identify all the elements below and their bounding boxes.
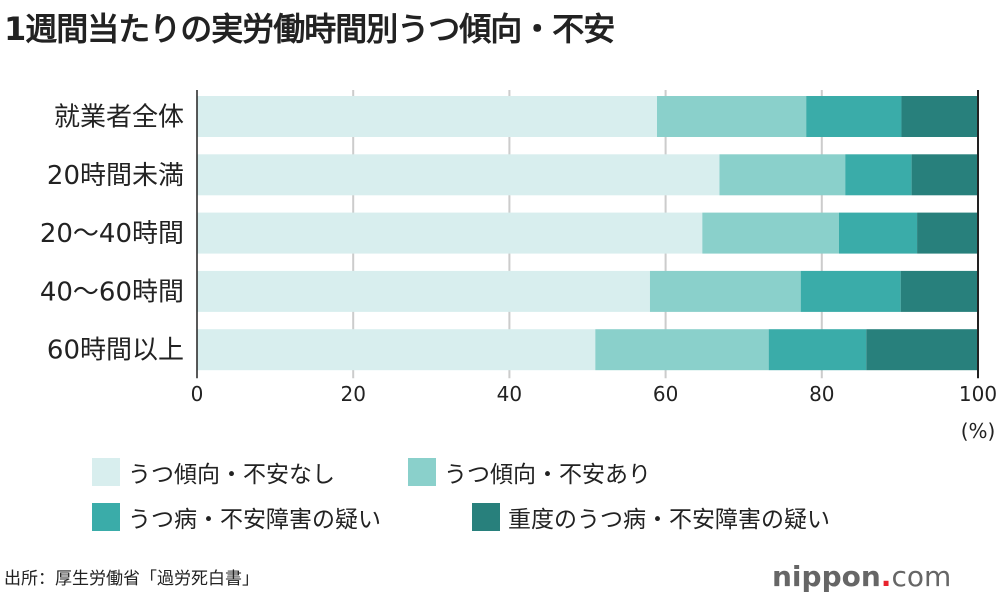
bar-segment bbox=[197, 96, 658, 137]
legend-item: 重度のうつ病・不安障害の疑い bbox=[472, 500, 830, 534]
bar-segment bbox=[649, 270, 801, 312]
category-label: 60時間以上 bbox=[47, 336, 184, 366]
legend-item: うつ病・不安障害の疑い bbox=[92, 500, 381, 534]
bar-segment bbox=[657, 96, 807, 137]
legend-item: うつ傾向・不安なし bbox=[92, 455, 335, 489]
bar-segment bbox=[917, 212, 978, 254]
bar-segment bbox=[595, 329, 769, 371]
bar-segment bbox=[901, 96, 978, 137]
bar-segment bbox=[197, 270, 650, 312]
bar-segment bbox=[911, 154, 978, 196]
category-label: 40〜60時間 bbox=[40, 277, 184, 307]
x-unit-label: (%) bbox=[961, 419, 996, 443]
legend-swatch bbox=[408, 458, 436, 486]
bar-segment bbox=[838, 212, 918, 254]
legend-swatch bbox=[472, 503, 500, 531]
legend-label: 重度のうつ病・不安障害の疑い bbox=[508, 507, 830, 533]
logo-tld: com bbox=[891, 560, 952, 593]
x-tick-label: 20 bbox=[340, 382, 365, 406]
legend-swatch bbox=[92, 458, 120, 486]
nippon-logo: nippon.com bbox=[772, 560, 951, 593]
logo-dot: . bbox=[880, 560, 892, 593]
x-tick-label: 100 bbox=[959, 382, 997, 406]
bar-segment bbox=[719, 154, 846, 196]
x-tick-label: 80 bbox=[809, 382, 834, 406]
category-label: 就業者全体 bbox=[54, 103, 184, 133]
bar-segment bbox=[702, 212, 839, 254]
bar-segment bbox=[900, 270, 978, 312]
chart-title: 1週間当たりの実労働時間別うつ傾向・不安 bbox=[4, 10, 615, 48]
bar-chart: 0 20 40 60 80 100 (%) 就業者全体 20時間未満 20〜40時間 40〜60時間… bbox=[40, 90, 997, 443]
bar-segment bbox=[768, 329, 867, 371]
x-tick-label: 40 bbox=[497, 382, 522, 406]
bar-segment bbox=[806, 96, 902, 137]
legend-label: うつ傾向・不安あり bbox=[444, 462, 651, 488]
legend-item: うつ傾向・不安あり bbox=[408, 455, 651, 489]
bar-segment bbox=[800, 270, 901, 312]
bar-segment bbox=[866, 329, 978, 371]
legend-label: うつ傾向・不安なし bbox=[128, 462, 335, 488]
bar-segment bbox=[197, 212, 703, 254]
x-tick-label: 60 bbox=[653, 382, 678, 406]
bar-segment bbox=[197, 329, 596, 371]
source-note: 出所：厚生労働省「過労死白書」 bbox=[4, 569, 259, 589]
bar-segment bbox=[845, 154, 912, 196]
legend-swatch bbox=[92, 503, 120, 531]
category-label: 20時間未満 bbox=[47, 161, 184, 191]
legend-label: うつ病・不安障害の疑い bbox=[128, 507, 381, 533]
logo-name: nippon bbox=[772, 560, 881, 593]
x-tick-label: 0 bbox=[191, 382, 204, 406]
bar-segment bbox=[197, 154, 720, 196]
category-label: 20〜40時間 bbox=[40, 219, 184, 249]
